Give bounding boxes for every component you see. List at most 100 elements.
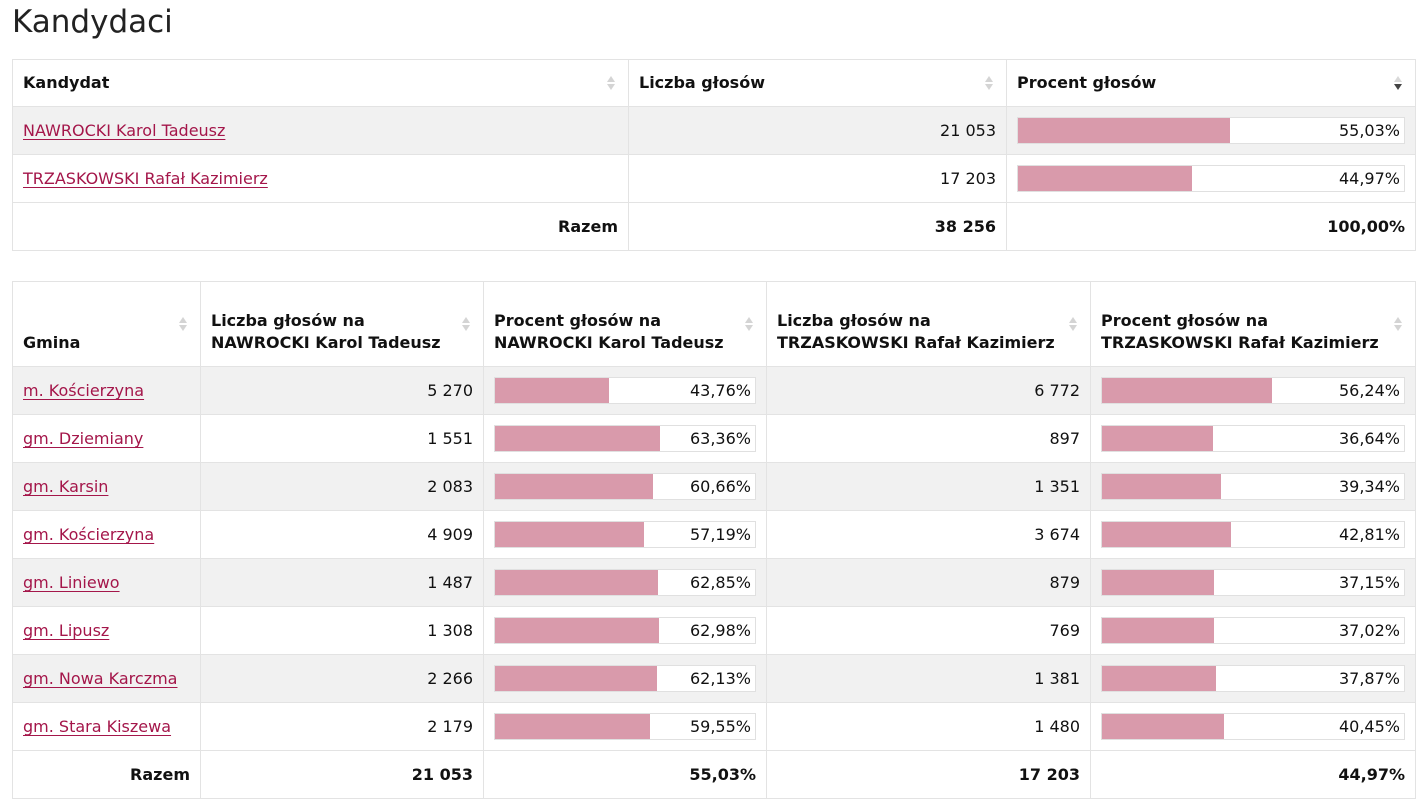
column-header-votes-trzaskowski[interactable]: Liczba głosów na TRZASKOWSKI Rafał Kazimi… bbox=[766, 281, 1091, 367]
percent-bar-cell: 63,36% bbox=[483, 414, 767, 463]
percent-bar-wrap: 44,97% bbox=[1017, 156, 1405, 202]
percent-bar-fill bbox=[495, 378, 609, 403]
percent-bar-fill bbox=[495, 522, 644, 547]
votes-nawrocki-cell: 5 270 bbox=[200, 366, 484, 415]
total-row: Razem 38 256 100,00% bbox=[12, 202, 1416, 251]
percent-value: 59,55% bbox=[689, 717, 751, 736]
percent-bar: 40,45% bbox=[1101, 713, 1405, 740]
percent-bar: 60,66% bbox=[494, 473, 756, 500]
percent-bar: 37,87% bbox=[1101, 665, 1405, 692]
percent-bar-fill bbox=[495, 570, 659, 595]
percent-bar-wrap: 43,76% bbox=[494, 368, 756, 414]
percent-bar-fill bbox=[1018, 166, 1192, 191]
table-row: NAWROCKI Karol Tadeusz 21 053 55,03% bbox=[12, 106, 1416, 155]
percent-bar-cell: 55,03% bbox=[1006, 106, 1416, 155]
percent-bar-cell: 39,34% bbox=[1090, 462, 1416, 511]
percent-bar-wrap: 62,13% bbox=[494, 656, 756, 702]
percent-bar: 59,55% bbox=[494, 713, 756, 740]
column-header-percent[interactable]: Procent głosów bbox=[1006, 59, 1416, 107]
column-header-label: Procent głosów na NAWROCKI Karol Tadeusz bbox=[494, 310, 756, 354]
column-header-votes-nawrocki[interactable]: Liczba głosów na NAWROCKI Karol Tadeusz bbox=[200, 281, 484, 367]
sort-icon[interactable] bbox=[1393, 313, 1403, 335]
candidate-link[interactable]: TRZASKOWSKI Rafał Kazimierz bbox=[23, 169, 268, 188]
column-header-candidate[interactable]: Kandydat bbox=[12, 59, 629, 107]
gmina-link[interactable]: m. Kościerzyna bbox=[23, 381, 145, 400]
gmina-cell: gm. Liniewo bbox=[12, 558, 201, 607]
percent-bar-cell: 60,66% bbox=[483, 462, 767, 511]
gmina-link[interactable]: gm. Karsin bbox=[23, 477, 109, 496]
sort-icon[interactable] bbox=[461, 313, 471, 335]
sort-icon[interactable] bbox=[744, 313, 754, 335]
candidate-cell: NAWROCKI Karol Tadeusz bbox=[12, 106, 629, 155]
percent-bar-wrap: 62,85% bbox=[494, 560, 756, 606]
header-line: TRZASKOWSKI Rafał Kazimierz bbox=[777, 333, 1055, 352]
percent-bar-fill bbox=[1102, 522, 1232, 547]
percent-value: 57,19% bbox=[689, 525, 751, 544]
total-percent: 100,00% bbox=[1006, 202, 1416, 251]
votes-trzaskowski-cell: 1 480 bbox=[766, 702, 1091, 751]
total-votes: 38 256 bbox=[628, 202, 1007, 251]
candidate-link[interactable]: NAWROCKI Karol Tadeusz bbox=[23, 121, 226, 140]
sort-icon[interactable] bbox=[984, 72, 994, 94]
percent-bar-wrap: 37,15% bbox=[1101, 560, 1405, 606]
percent-value: 60,66% bbox=[689, 477, 751, 496]
column-header-percent-trzaskowski[interactable]: Procent głosów na TRZASKOWSKI Rafał Kazim… bbox=[1090, 281, 1416, 367]
table-row: gm. Liniewo 1 487 62,85% 879 37,15% bbox=[12, 558, 1416, 607]
percent-value: 39,34% bbox=[1338, 477, 1400, 496]
percent-bar-wrap: 57,19% bbox=[494, 512, 756, 558]
sort-desc-icon[interactable] bbox=[1393, 72, 1403, 94]
percent-bar-wrap: 63,36% bbox=[494, 416, 756, 462]
percent-bar: 55,03% bbox=[1017, 117, 1405, 144]
percent-bar-fill bbox=[495, 474, 653, 499]
gmina-cell: gm. Dziemiany bbox=[12, 414, 201, 463]
sort-icon[interactable] bbox=[1068, 313, 1078, 335]
votes-nawrocki-cell: 4 909 bbox=[200, 510, 484, 559]
percent-value: 37,87% bbox=[1338, 669, 1400, 688]
percent-value: 55,03% bbox=[1338, 121, 1400, 140]
percent-bar-wrap: 36,64% bbox=[1101, 416, 1405, 462]
gmina-link[interactable]: gm. Stara Kiszewa bbox=[23, 717, 172, 736]
gmina-cell: gm. Lipusz bbox=[12, 606, 201, 655]
gmina-link[interactable]: gm. Nowa Karczma bbox=[23, 669, 178, 688]
header-line: TRZASKOWSKI Rafał Kazimierz bbox=[1101, 333, 1379, 352]
percent-bar-wrap: 62,98% bbox=[494, 608, 756, 654]
gmina-link[interactable]: gm. Kościerzyna bbox=[23, 525, 155, 544]
percent-value: 42,81% bbox=[1338, 525, 1400, 544]
percent-value: 62,98% bbox=[689, 621, 751, 640]
table-row: gm. Stara Kiszewa 2 179 59,55% 1 480 40,45% bbox=[12, 702, 1416, 751]
gmina-table: Gmina Liczba głosów na NAWROCKI Karol Tad… bbox=[12, 281, 1416, 799]
gmina-cell: gm. Stara Kiszewa bbox=[12, 702, 201, 751]
column-header-gmina[interactable]: Gmina bbox=[12, 281, 201, 367]
gmina-link[interactable]: gm. Dziemiany bbox=[23, 429, 144, 448]
sort-icon[interactable] bbox=[606, 72, 616, 94]
total-percent-trzaskowski: 44,97% bbox=[1090, 750, 1416, 799]
votes-nawrocki-cell: 1 308 bbox=[200, 606, 484, 655]
column-header-votes[interactable]: Liczba głosów bbox=[628, 59, 1007, 107]
votes-trzaskowski-cell: 1 381 bbox=[766, 654, 1091, 703]
percent-bar-wrap: 55,03% bbox=[1017, 108, 1405, 154]
column-header-percent-nawrocki[interactable]: Procent głosów na NAWROCKI Karol Tadeusz bbox=[483, 281, 767, 367]
candidates-table: Kandydat Liczba głosów Procent głosów NA… bbox=[12, 59, 1416, 251]
header-line: Liczba głosów na bbox=[211, 311, 365, 330]
percent-bar-wrap: 56,24% bbox=[1101, 368, 1405, 414]
percent-bar-cell: 62,13% bbox=[483, 654, 767, 703]
votes-nawrocki-cell: 2 266 bbox=[200, 654, 484, 703]
votes-trzaskowski-cell: 6 772 bbox=[766, 366, 1091, 415]
percent-bar-wrap: 60,66% bbox=[494, 464, 756, 510]
percent-bar: 36,64% bbox=[1101, 425, 1405, 452]
gmina-cell: m. Kościerzyna bbox=[12, 366, 201, 415]
gmina-link[interactable]: gm. Lipusz bbox=[23, 621, 110, 640]
gmina-link[interactable]: gm. Liniewo bbox=[23, 573, 120, 592]
percent-bar: 56,24% bbox=[1101, 377, 1405, 404]
percent-bar-wrap: 39,34% bbox=[1101, 464, 1405, 510]
gmina-cell: gm. Kościerzyna bbox=[12, 510, 201, 559]
sort-icon[interactable] bbox=[178, 313, 188, 335]
column-header-label: Procent głosów na TRZASKOWSKI Rafał Kazim… bbox=[1101, 310, 1405, 354]
column-header-label: Liczba głosów na NAWROCKI Karol Tadeusz bbox=[211, 310, 473, 354]
percent-bar: 39,34% bbox=[1101, 473, 1405, 500]
percent-value: 44,97% bbox=[1338, 169, 1400, 188]
percent-bar-fill bbox=[1102, 666, 1217, 691]
percent-bar-cell: 43,76% bbox=[483, 366, 767, 415]
votes-trzaskowski-cell: 1 351 bbox=[766, 462, 1091, 511]
